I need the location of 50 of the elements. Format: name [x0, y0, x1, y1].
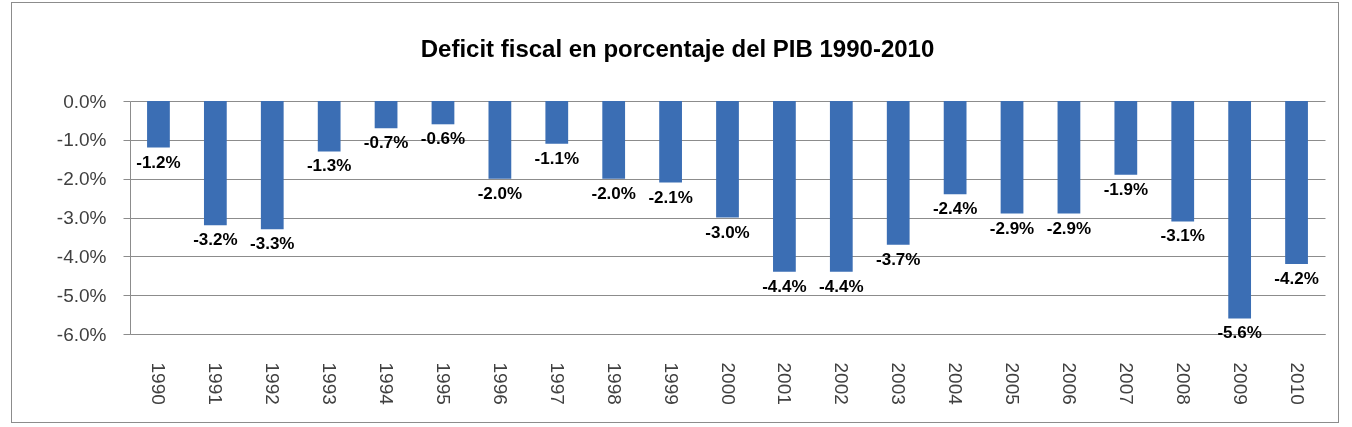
x-tick-label: 1997: [546, 362, 568, 405]
data-label: -2.9%: [1046, 218, 1092, 238]
data-label: -5.6%: [1217, 323, 1262, 343]
x-tick-label: 1996: [489, 362, 511, 405]
data-label: -1.2%: [136, 152, 181, 172]
data-label: -2.0%: [591, 183, 636, 203]
y-tick-label: 0.0%: [63, 90, 107, 112]
data-label: -3.7%: [876, 249, 921, 269]
y-tick-label: -4.0%: [56, 245, 107, 267]
data-label: -3.0%: [705, 222, 750, 242]
data-label: -1.9%: [1103, 179, 1149, 199]
x-tick-label: 2008: [1172, 362, 1194, 405]
x-tick-label: 1993: [319, 362, 341, 405]
y-tick-label: -3.0%: [56, 207, 107, 228]
y-tick-label: -1.0%: [56, 129, 107, 151]
data-label: -4.4%: [762, 276, 807, 296]
x-tick-label: 2003: [888, 362, 910, 405]
data-label: -2.1%: [648, 187, 693, 207]
x-tick-label: 2001: [774, 362, 796, 405]
data-label: -3.1%: [1160, 226, 1205, 246]
y-tick-label: -5.0%: [56, 284, 107, 306]
data-label: -3.2%: [193, 230, 238, 250]
x-tick-label: 1998: [603, 362, 625, 405]
x-tick-label: 2010: [1286, 362, 1308, 405]
x-tick-label: 2000: [717, 362, 739, 405]
x-tick-label: 2005: [1002, 362, 1024, 405]
x-tick-label: 1999: [660, 362, 682, 405]
x-tick-label: 1990: [148, 362, 170, 405]
data-label: -0.6%: [420, 129, 466, 149]
y-tick-label: -2.0%: [56, 168, 107, 190]
x-tick-label: 1992: [262, 362, 284, 405]
y-tick-label: -6.0%: [56, 323, 107, 345]
data-label: -4.2%: [1274, 269, 1319, 289]
x-tick-label: 2004: [945, 362, 967, 406]
x-tick-label: 2009: [1229, 362, 1251, 405]
data-label: -2.9%: [989, 218, 1035, 238]
data-label: -0.7%: [363, 133, 409, 153]
x-tick-label: 2002: [831, 362, 853, 405]
data-label: -1.1%: [534, 148, 579, 168]
x-tick-label: 1991: [205, 362, 227, 405]
data-label: -4.4%: [819, 276, 864, 296]
x-tick-label: 2007: [1115, 362, 1137, 405]
data-label: -1.3%: [306, 156, 352, 176]
x-tick-label: 2006: [1058, 362, 1080, 405]
data-label: -2.0%: [477, 183, 523, 203]
data-label: -2.4%: [932, 199, 978, 219]
chart-title: Deficit fiscal en porcentaje del PIB 1990-2010: [420, 35, 935, 62]
x-tick-label: 1994: [376, 362, 398, 406]
data-label: -3.3%: [250, 234, 295, 254]
x-tick-label: 1995: [432, 362, 454, 405]
